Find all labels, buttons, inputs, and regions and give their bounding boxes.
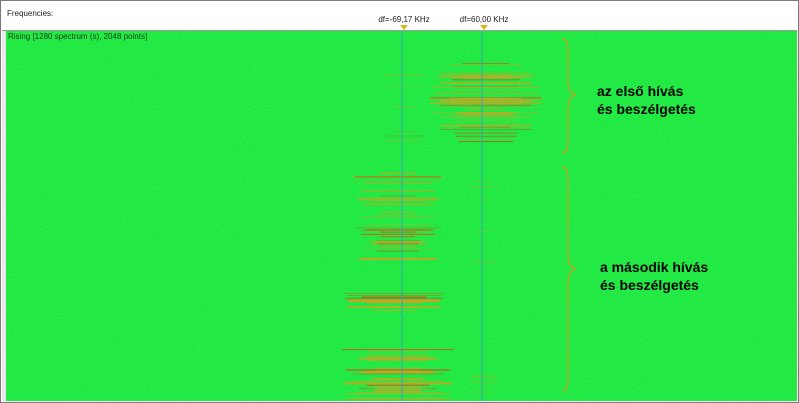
second-call-line2: és beszélgetés: [600, 277, 699, 293]
spectrogram-info-label: Rising [1280 spectrum (s), 2048 points]: [8, 32, 148, 41]
frequencies-label: Frequencies:: [7, 9, 54, 18]
first-call-line1: az első hívás: [597, 83, 684, 99]
marker-left-arrow-icon[interactable]: [400, 25, 408, 30]
marker-right-readout: df=60,00 KHz: [459, 15, 509, 24]
first-call-line2: és beszélgetés: [597, 101, 696, 117]
brace-second-call: [561, 166, 577, 392]
marker-left-readout: df=-69,17 KHz: [378, 15, 430, 24]
signal-traces: [342, 63, 543, 400]
frequency-ruler[interactable]: Frequencies: df=-69,17 KHz df=60,00 KHz: [2, 2, 797, 31]
spectrogram-canvas[interactable]: [6, 31, 797, 401]
second-call-annotation: a második hívás és beszélgetés: [600, 258, 708, 294]
first-call-annotation: az első hívás és beszélgetés: [597, 82, 696, 118]
brace-first-call: [561, 38, 577, 154]
marker-right-arrow-icon[interactable]: [480, 25, 488, 30]
spectrogram-area[interactable]: Rising [1280 spectrum (s), 2048 points] …: [6, 31, 797, 401]
second-call-line1: a második hívás: [600, 259, 709, 275]
